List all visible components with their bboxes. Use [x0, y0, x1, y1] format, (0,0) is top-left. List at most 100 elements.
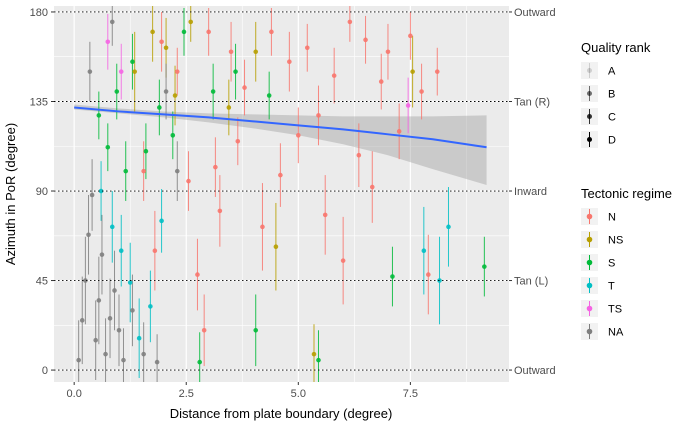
data-point-NS [172, 93, 178, 98]
data-point-NS [188, 19, 194, 25]
legend-key-bg [581, 62, 598, 79]
data-point-N [195, 272, 200, 277]
data-point-T [118, 248, 124, 253]
data-point-NA [141, 351, 146, 357]
data-point-S [123, 168, 129, 174]
data-point-N [434, 69, 440, 74]
data-point-NA [83, 278, 88, 283]
data-point-NA [99, 252, 105, 257]
data-point-N [316, 113, 321, 118]
data-point-NS [163, 45, 169, 51]
legend-label: TS [608, 304, 622, 316]
data-point-T [159, 218, 164, 224]
legend-key [581, 300, 598, 317]
data-point-NS [150, 29, 155, 35]
data-point-N [331, 73, 337, 78]
data-point-S [253, 327, 259, 333]
y-tick-label: 180 [30, 7, 48, 19]
legend-regime: Tectonic regime N NS ST TS NA [581, 186, 672, 340]
x-tick-label: 0.0 [67, 388, 82, 400]
data-point-NA [130, 308, 135, 313]
x-tick-label: 7.5 [403, 388, 418, 400]
y-tick-label: 90 [36, 186, 48, 198]
legend-label: B [608, 89, 615, 101]
data-point-T [446, 224, 451, 230]
legend-key [581, 254, 598, 271]
legend-key [581, 131, 598, 148]
data-point-T [437, 278, 442, 283]
legend-key [581, 208, 598, 225]
data-point-N [278, 172, 283, 178]
data-point-N [186, 178, 191, 184]
data-point-S [105, 144, 111, 150]
grid [54, 6, 509, 382]
data-point-NS [253, 49, 259, 55]
data-point-S [143, 148, 149, 154]
data-point-S [266, 93, 272, 98]
data-point-S [482, 264, 487, 269]
data-point-N [269, 29, 274, 35]
data-point-NA [174, 168, 180, 174]
legend-key-point [586, 213, 593, 220]
data-point-N [228, 49, 234, 55]
data-point-S [316, 357, 321, 363]
data-point-N [369, 184, 375, 190]
legend-label: N [608, 212, 616, 224]
data-point-N [217, 208, 223, 214]
data-point-NS [311, 351, 317, 357]
data-point-N [304, 45, 310, 51]
confidence-band [74, 104, 487, 186]
legend-key-point [587, 114, 592, 119]
data-point-S [181, 29, 187, 35]
legend-label: C [608, 112, 616, 124]
data-point-N [340, 258, 346, 263]
data-point-NA [86, 232, 91, 238]
data-point-NA [116, 327, 122, 333]
data-point-TS [118, 69, 124, 74]
legend-key [581, 62, 598, 79]
y-tick-label: 0 [42, 365, 48, 377]
secondary-y-tick-label: Tan (R) [514, 96, 550, 108]
data-point-S [390, 274, 395, 279]
data-point-N [378, 79, 384, 84]
data-point-N [322, 212, 328, 218]
secondary-y-tick-label: Outward [514, 7, 556, 19]
data-point-N [356, 152, 362, 158]
data-point-T [148, 304, 153, 309]
data-point-NA [76, 357, 81, 363]
x-tick-label: 5.0 [291, 388, 306, 400]
legend-label: NA [608, 327, 624, 339]
legend-key-point [586, 305, 593, 312]
legend-label: NS [608, 235, 623, 247]
trend-line [74, 106, 487, 149]
data-point-NS [132, 69, 137, 74]
data-point-S [197, 359, 202, 365]
secondary-y-tick-label: Tan (L) [514, 276, 548, 288]
legend-title: Tectonic regime [581, 186, 672, 201]
legend-label: S [608, 258, 615, 270]
legend-key-point [587, 91, 592, 96]
data-point-T [98, 188, 104, 194]
data-point-N [396, 129, 402, 134]
secondary-y-tick-label: Outward [514, 365, 556, 377]
data-point-N [287, 59, 292, 65]
legend-label: D [608, 135, 616, 147]
data-point-NA [121, 357, 126, 363]
data-point-S [130, 59, 135, 65]
data-point-N [426, 272, 431, 277]
data-point-NA [154, 359, 160, 365]
data-point-N [174, 69, 180, 74]
axes: 0.0 2.5 5.0 7.5 0 45 90 135 180 Outward Tan (L) Inw… [30, 7, 556, 400]
data-point-S [233, 69, 238, 74]
data-point-NA [87, 69, 93, 74]
data-point-N [408, 33, 413, 39]
y-tick-label: 45 [36, 276, 48, 288]
data-point-N [347, 19, 353, 25]
data-point-TS [105, 39, 111, 45]
data-point-S [96, 113, 102, 118]
data-point-N [235, 138, 241, 144]
data-point-NA [163, 89, 169, 94]
legend-label: T [608, 281, 615, 293]
